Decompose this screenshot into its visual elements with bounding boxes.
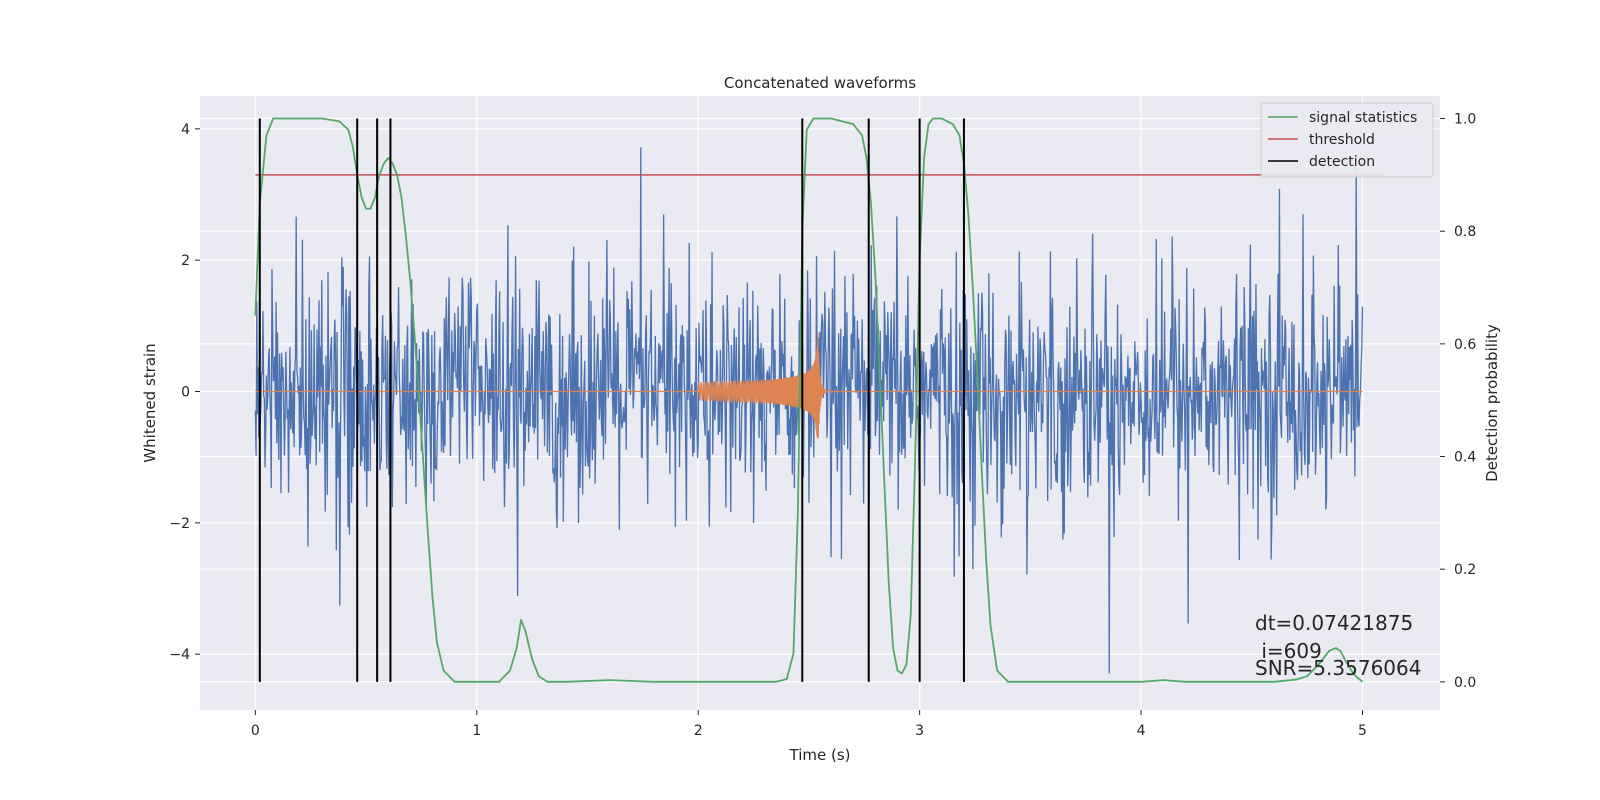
chart-title: Concatenated waveforms	[724, 74, 916, 92]
x-tick-label: 0	[251, 723, 260, 739]
y-tick-label: 0	[181, 385, 190, 401]
y-tick-label: −2	[169, 516, 190, 532]
y-tick-label: 2	[181, 253, 190, 269]
annotation-dt: dt=0.07421875	[1255, 611, 1413, 635]
legend-label-detection: detection	[1309, 154, 1375, 170]
y2-tick-label: 0.0	[1454, 675, 1476, 691]
y-axis-label: Whitened strain	[141, 343, 159, 462]
legend: signal statistics threshold detection	[1260, 102, 1434, 178]
y2-tick-label: 0.8	[1454, 224, 1476, 240]
chirp-waveform-line	[255, 332, 1363, 439]
y2-tick-label: 0.2	[1454, 562, 1476, 578]
y2-tick-label: 0.6	[1454, 337, 1476, 353]
x-tick-label: 5	[1358, 723, 1367, 739]
x-tick-label: 4	[1137, 723, 1146, 739]
legend-label-threshold: threshold	[1309, 132, 1375, 148]
legend-frame	[1260, 102, 1434, 178]
x-axis-label: Time (s)	[789, 746, 851, 764]
y2-tick-label: 1.0	[1454, 112, 1476, 128]
legend-label-signal-statistics: signal statistics	[1309, 110, 1417, 126]
annotation-snr: SNR=5.3576064	[1255, 656, 1421, 680]
y2-tick-label: 0.4	[1454, 450, 1476, 466]
ticks: 0 1 2 3 4 5 −4 −2 0 2 4 0.0 0.2 0.4 0.6 0.8 1.0	[169, 112, 1476, 739]
y2-axis-label: Detection probability	[1483, 324, 1501, 482]
data-layer	[254, 117, 1385, 683]
x-tick-label: 3	[915, 723, 924, 739]
signal-statistics-line	[254, 117, 1364, 683]
x-tick-label: 2	[694, 723, 703, 739]
annotation-i: i=609	[1255, 639, 1322, 663]
annotations: dt=0.07421875 i=609 SNR=5.3576064	[1255, 611, 1421, 680]
x-tick-label: 1	[472, 723, 481, 739]
y-tick-label: −4	[169, 647, 190, 663]
y-tick-label: 4	[181, 122, 190, 138]
strain-noise-line	[254, 147, 1364, 674]
